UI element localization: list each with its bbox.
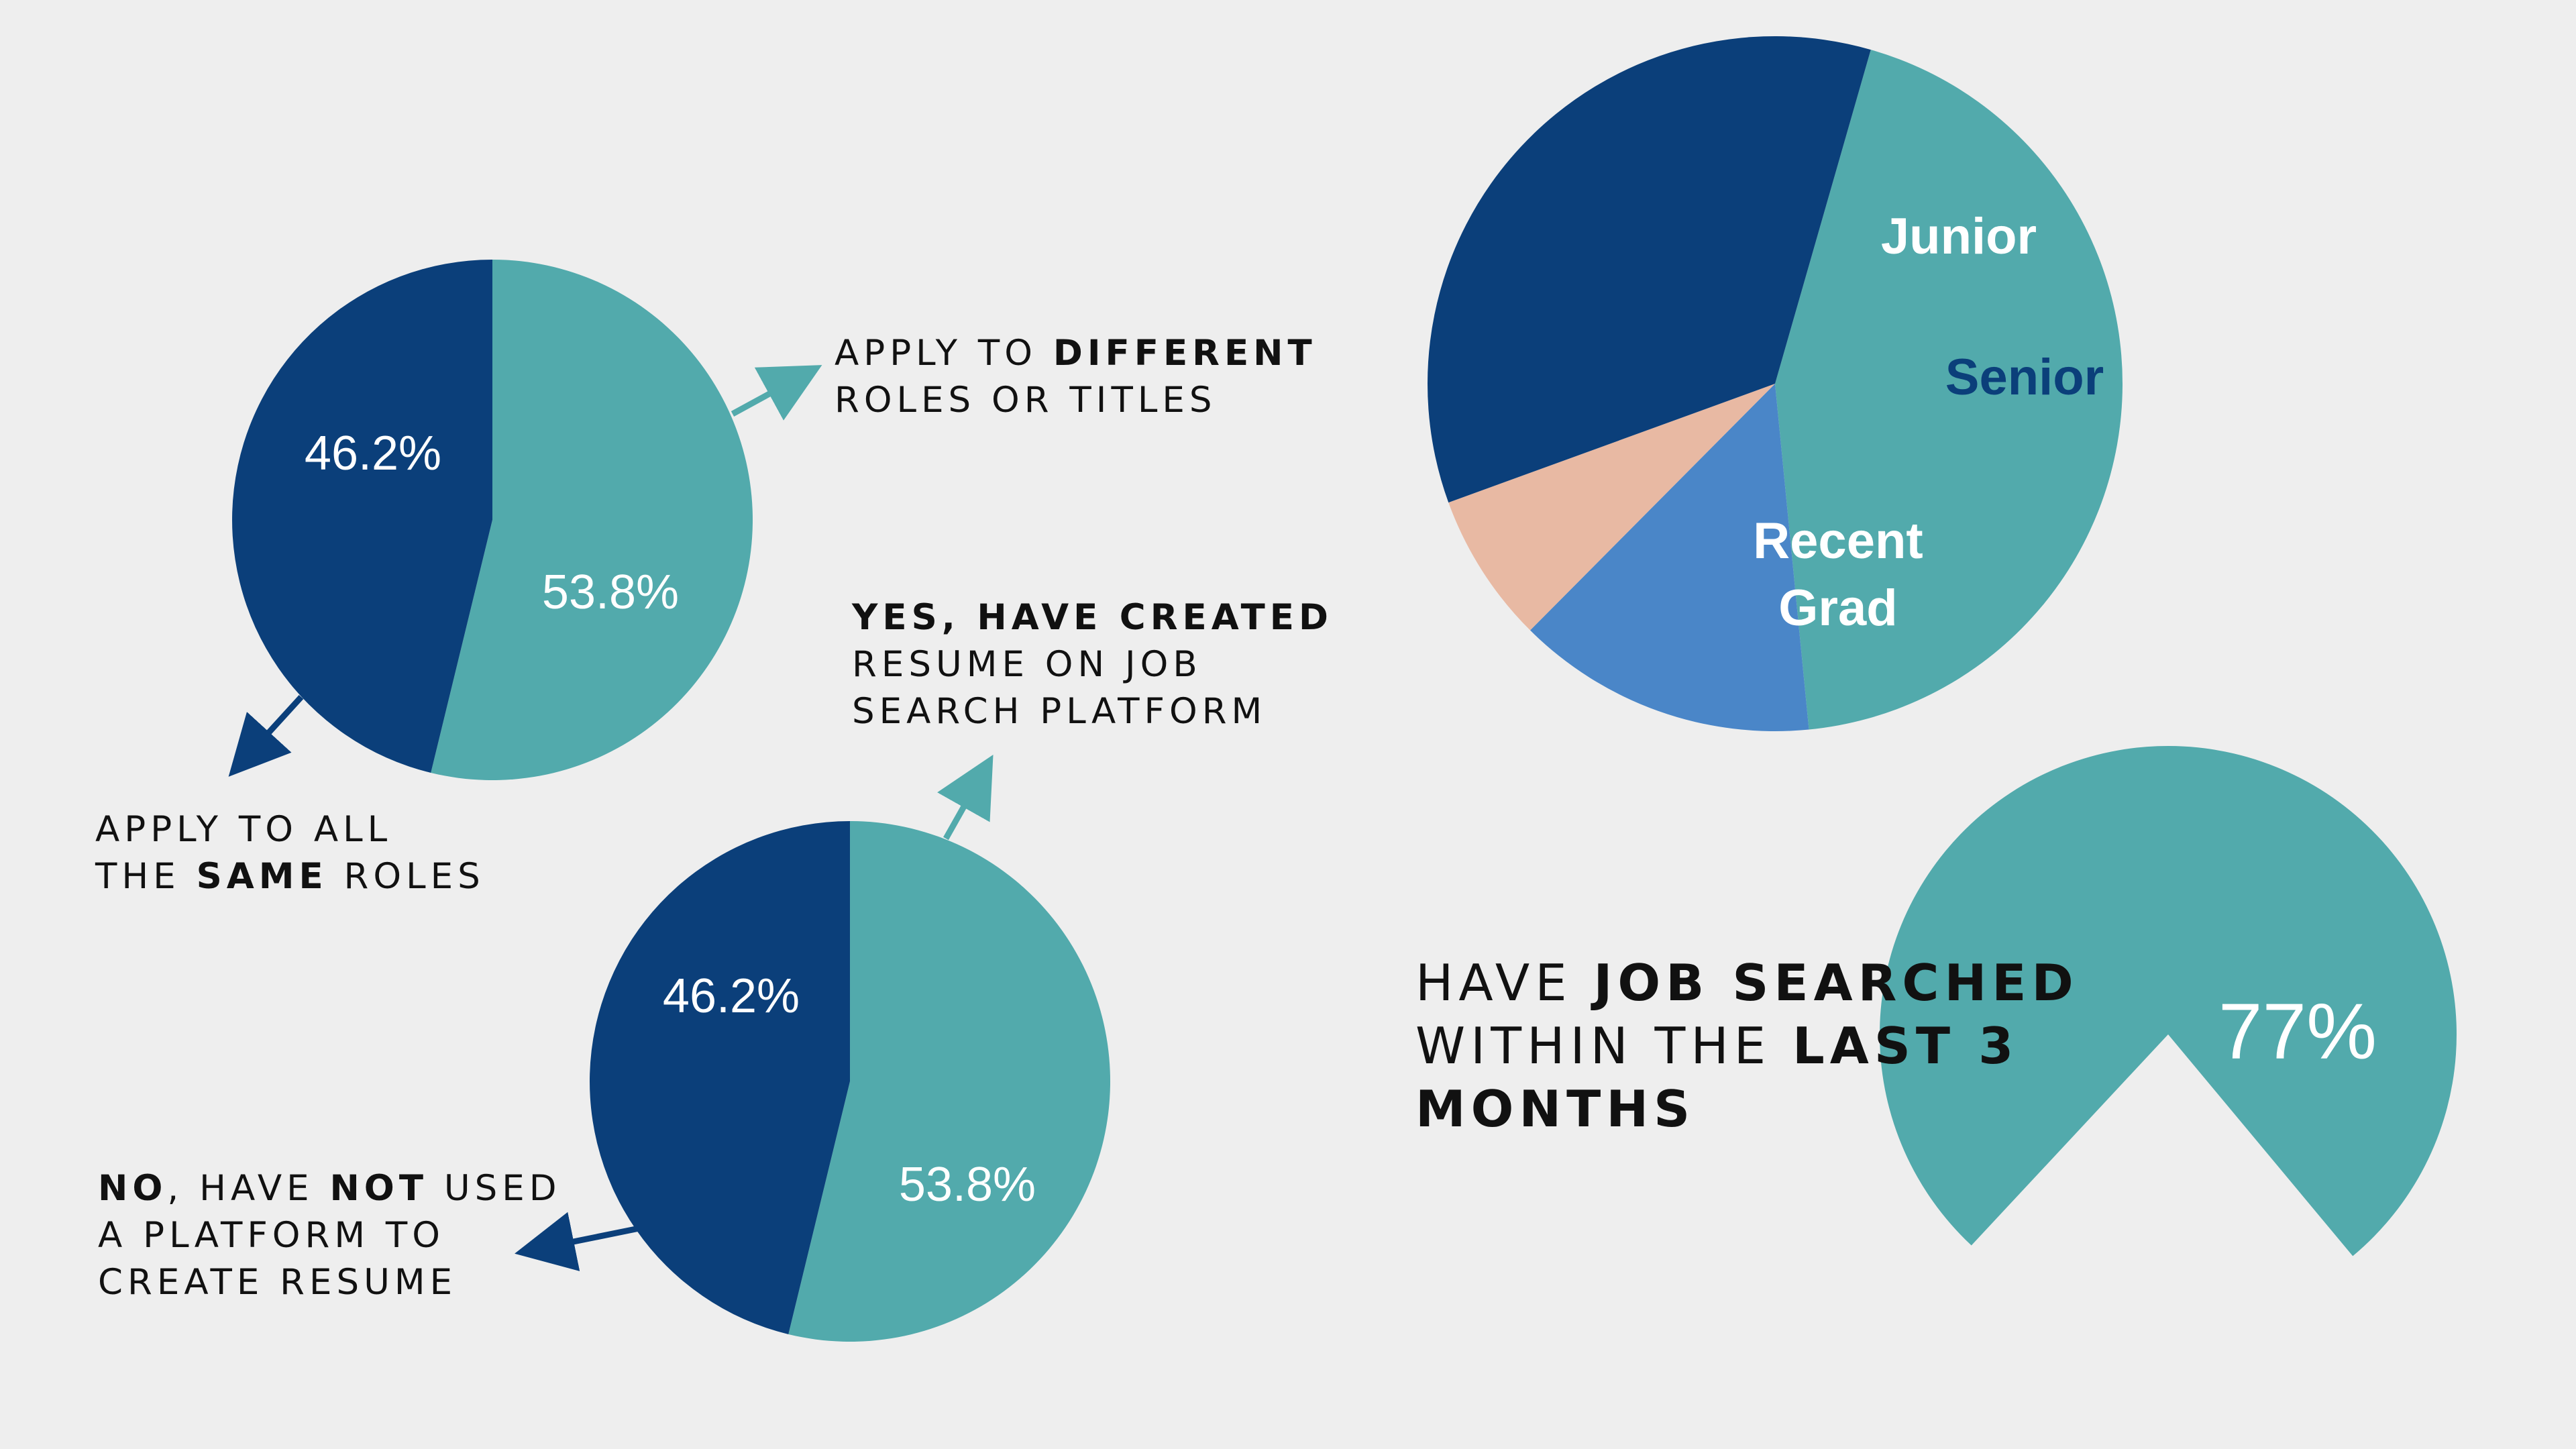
created-resume-line3: search platform: [852, 691, 1267, 732]
not-used-platform-line1: No, have not used: [98, 1165, 561, 1212]
annotation-part-bold: No: [98, 1168, 168, 1209]
job-searched-line3: months: [1415, 1079, 1696, 1138]
same-roles-arrow: [228, 694, 304, 777]
created-resume-annotation: Yes, have created resume on job search p…: [852, 594, 1333, 735]
not-used-platform-line3: create resume: [98, 1262, 458, 1303]
slice-label-53-8: 53.8%: [542, 566, 679, 619]
annotation-part: The: [95, 856, 197, 897]
job-searched-line2: within the last 3: [1415, 1014, 2079, 1077]
caption-part: within the: [1415, 1016, 1792, 1075]
same-roles-line2: The same roles: [95, 853, 485, 900]
pie-slice-46-2: [590, 821, 850, 1334]
annotation-part: roles: [327, 856, 485, 897]
annotation-part-bold: not: [329, 1168, 429, 1209]
resume-pie: 53.8% 46.2%: [590, 821, 1111, 1342]
different-roles-line2: roles or titles: [835, 380, 1217, 421]
caption-part-bold: last 3: [1792, 1016, 2019, 1075]
different-roles-line1: Apply to different: [835, 330, 1317, 377]
slice-label-senior: Senior: [1945, 349, 2104, 406]
pie-slice-77: [1880, 745, 2457, 1256]
annotation-part: used: [428, 1168, 561, 1209]
pie-slice-junior: [1530, 384, 1809, 732]
created-resume-arrow: [937, 754, 994, 841]
not-used-platform-arrow: [515, 1212, 640, 1271]
slice-label-junior: Junior: [1881, 208, 2037, 265]
pie-slice-46-2: [232, 260, 492, 773]
pie-slice-53-8: [788, 821, 1111, 1342]
pie-slice-53-8: [431, 260, 753, 780]
not-used-platform-annotation: No, have not used a platform to create r…: [98, 1165, 561, 1306]
caption-part-bold: job searched: [1593, 953, 2079, 1012]
created-resume-line2: resume on job: [852, 644, 1202, 685]
annotation-part: , have: [167, 1168, 330, 1209]
same-roles-line1: Apply to all: [95, 809, 392, 850]
slice-label-77: 77%: [2218, 987, 2377, 1076]
not-used-platform-line2: a platform to: [98, 1215, 445, 1256]
pie-slice-sophomore: [1775, 50, 2123, 730]
different-roles-annotation: Apply to different roles or titles: [835, 330, 1317, 424]
job-searched-pie: 77%: [1880, 745, 2457, 1256]
caption-part: Have: [1415, 953, 1594, 1012]
created-resume-line1: Yes, have created: [852, 597, 1333, 638]
slice-label-53-8: 53.8%: [899, 1158, 1036, 1212]
slice-label-recent-grad: Recent Grad: [1753, 513, 1923, 637]
same-roles-annotation: Apply to all The same roles: [95, 806, 485, 900]
annotation-part-bold: different: [1053, 333, 1317, 374]
different-roles-arrow: [731, 365, 822, 421]
annotation-part-bold: same: [196, 856, 328, 897]
pie-slice-senior: [1448, 384, 1775, 631]
class-year-pie: SophomoreJuniorSeniorRecentGrad: [1428, 36, 2123, 732]
annotation-part: Apply to: [835, 333, 1053, 374]
pie-slice-recent-grad: [1428, 36, 1871, 503]
roles-pie: 53.8% 46.2%: [232, 260, 753, 780]
job-searched-line1: Have job searched: [1415, 951, 2079, 1014]
slice-label-46-2: 46.2%: [663, 969, 800, 1023]
job-searched-caption: Have job searched within the last 3 mont…: [1415, 951, 2079, 1140]
slice-label-46-2: 46.2%: [305, 427, 441, 480]
